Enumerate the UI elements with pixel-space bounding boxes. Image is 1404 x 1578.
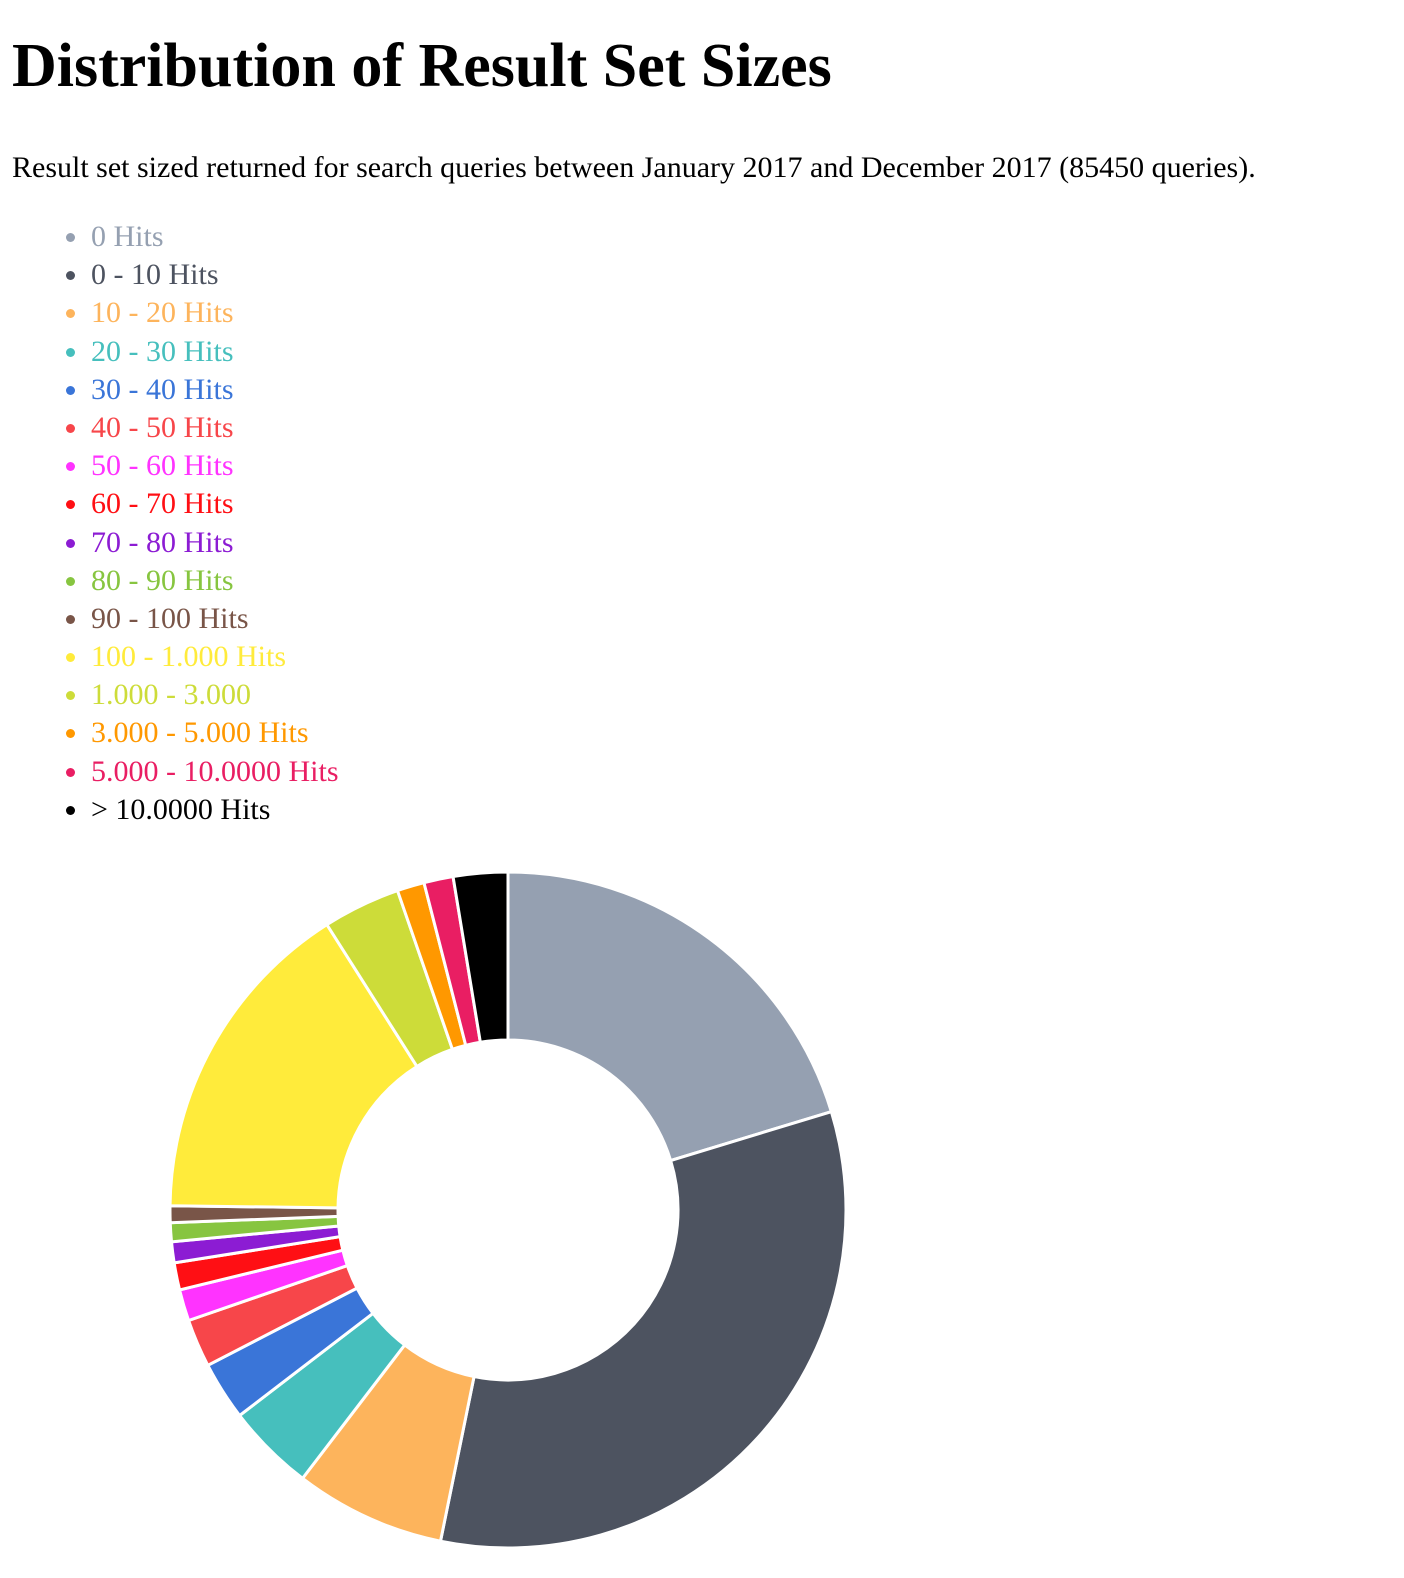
legend-item[interactable]: 40 - 50 Hits <box>60 409 339 447</box>
legend-bullet-icon <box>66 767 75 777</box>
legend-bullet-icon <box>66 729 75 739</box>
legend-bullet-icon <box>66 614 75 624</box>
legend-label: 10 - 20 Hits <box>91 296 234 330</box>
legend-label: 20 - 30 Hits <box>91 334 234 368</box>
legend-bullet-icon <box>66 385 75 395</box>
legend-item[interactable]: 30 - 40 Hits <box>60 371 339 409</box>
legend-item[interactable]: 90 - 100 Hits <box>60 600 339 638</box>
legend-item[interactable]: 0 - 10 Hits <box>60 256 339 294</box>
legend-item[interactable]: 5.000 - 10.0000 Hits <box>60 753 339 791</box>
donut-slice[interactable] <box>451 870 510 1044</box>
legend-item[interactable]: 80 - 90 Hits <box>60 562 339 600</box>
legend-label: 3.000 - 5.000 Hits <box>91 716 309 750</box>
legend-label: 50 - 60 Hits <box>91 449 234 483</box>
legend-item[interactable]: 20 - 30 Hits <box>60 333 339 371</box>
legend-item[interactable]: 100 - 1.000 Hits <box>60 638 339 676</box>
legend-item[interactable]: 70 - 80 Hits <box>60 524 339 562</box>
legend-bullet-icon <box>66 462 75 472</box>
legend-label: 100 - 1.000 Hits <box>91 640 286 674</box>
legend-bullet-icon <box>66 805 75 815</box>
legend-label: 5.000 - 10.0000 Hits <box>91 754 339 788</box>
page-title: Distribution of Result Set Sizes <box>12 32 832 100</box>
legend-label: 90 - 100 Hits <box>91 601 249 635</box>
legend-label: 1.000 - 3.000 <box>91 678 251 712</box>
legend-bullet-icon <box>66 233 75 242</box>
legend-label: 60 - 70 Hits <box>91 487 234 521</box>
legend-label: 80 - 90 Hits <box>91 563 234 597</box>
donut-slice[interactable] <box>168 922 419 1210</box>
legend-bullet-icon <box>66 653 75 663</box>
legend-label: 0 - 10 Hits <box>91 258 219 292</box>
chart-legend: 0 Hits 0 - 10 Hits 10 - 20 Hits 20 - 30 Hit… <box>60 218 339 829</box>
legend-bullet-icon <box>66 309 75 319</box>
legend-label: 40 - 50 Hits <box>91 410 234 444</box>
legend-label: > 10.0000 Hits <box>91 792 271 826</box>
legend-bullet-icon <box>66 576 75 586</box>
legend-item[interactable]: 50 - 60 Hits <box>60 447 339 485</box>
legend-item[interactable]: 3.000 - 5.000 Hits <box>60 714 339 752</box>
legend-bullet-icon <box>66 538 75 548</box>
legend-bullet-icon <box>66 347 75 357</box>
legend-bullet-icon <box>66 271 75 281</box>
legend-item[interactable]: 60 - 70 Hits <box>60 485 339 523</box>
legend-bullet-icon <box>66 691 75 701</box>
legend-item[interactable]: > 10.0000 Hits <box>60 791 339 829</box>
legend-bullet-icon <box>66 423 75 433</box>
legend-label: 70 - 80 Hits <box>91 525 234 559</box>
legend-item[interactable]: 10 - 20 Hits <box>60 294 339 332</box>
donut-slice[interactable] <box>438 1109 848 1550</box>
legend-label: 30 - 40 Hits <box>91 372 234 406</box>
donut-slice[interactable] <box>506 870 834 1163</box>
chart-description: Result set sized returned for search que… <box>12 151 1256 184</box>
legend-item[interactable]: 1.000 - 3.000 <box>60 676 339 714</box>
legend-bullet-icon <box>66 500 75 510</box>
legend-item[interactable]: 0 Hits <box>60 218 339 256</box>
legend-label: 0 Hits <box>91 220 164 253</box>
